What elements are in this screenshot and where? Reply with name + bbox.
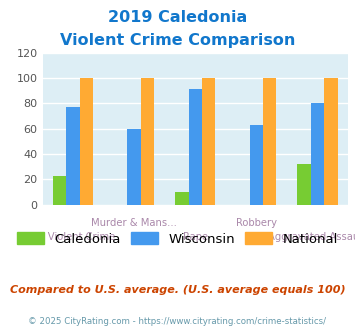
Bar [250, 125, 263, 205]
Text: Rape: Rape [183, 232, 208, 242]
Bar [202, 78, 215, 205]
Text: Violent Crime Comparison: Violent Crime Comparison [60, 33, 295, 48]
Bar [175, 192, 189, 205]
Bar [141, 78, 154, 205]
Bar [297, 164, 311, 205]
Bar [311, 103, 324, 205]
Text: Murder & Mans...: Murder & Mans... [91, 218, 177, 228]
Text: © 2025 CityRating.com - https://www.cityrating.com/crime-statistics/: © 2025 CityRating.com - https://www.city… [28, 317, 327, 326]
Text: All Violent Crime: All Violent Crime [32, 232, 115, 242]
Text: Aggravated Assault: Aggravated Assault [268, 232, 355, 242]
Bar [80, 78, 93, 205]
Text: Robbery: Robbery [236, 218, 277, 228]
Bar [66, 107, 80, 205]
Bar [263, 78, 277, 205]
Text: Compared to U.S. average. (U.S. average equals 100): Compared to U.S. average. (U.S. average … [10, 285, 345, 295]
Text: 2019 Caledonia: 2019 Caledonia [108, 10, 247, 25]
Bar [189, 89, 202, 205]
Legend: Caledonia, Wisconsin, National: Caledonia, Wisconsin, National [12, 226, 343, 251]
Bar [127, 129, 141, 205]
Bar [53, 176, 66, 205]
Bar [324, 78, 338, 205]
